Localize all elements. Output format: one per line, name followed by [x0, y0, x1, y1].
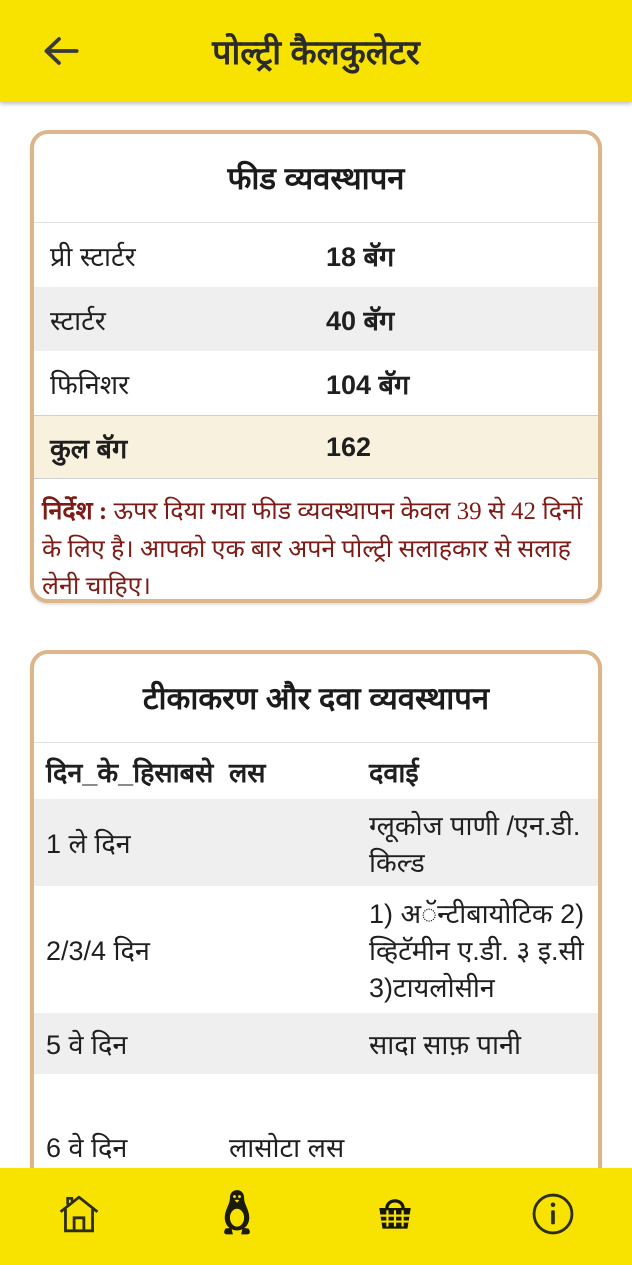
table-row: 6 वे दिन लासोटा लस — [34, 1074, 598, 1208]
penguin-icon — [212, 1187, 262, 1246]
feed-row-label: कुल बॅग — [50, 433, 128, 464]
instruction-note-label: निर्देश : — [42, 498, 108, 525]
instruction-note-text: ऊपर दिया गया फीड व्यवस्थापन केवल 39 से 4… — [42, 498, 583, 600]
vaccine-card-title: टीकाकरण और दवा व्यवस्थापन — [34, 654, 598, 743]
total-bags-row: कुल बॅग 162 — [34, 415, 598, 479]
day-cell: 2/3/4 दिन — [46, 936, 150, 966]
day-cell: 1 ले दिन — [46, 829, 131, 859]
feed-row-value: 18 बॅग — [326, 241, 395, 272]
feed-card-title: फीड व्यवस्थापन — [34, 134, 598, 223]
feed-row-label: फिनिशर — [50, 369, 130, 400]
back-arrow-icon — [35, 26, 85, 79]
page-title: पोल्ट्री कैलकुलेटर — [212, 34, 420, 72]
feed-row-value: 104 बॅग — [326, 369, 410, 400]
medicine-cell: 1) अॅन्टीबायोटिक 2) व्हिटॅमीन ए.डी. ३ इ.… — [369, 899, 585, 1003]
vaccine-cell: लासोटा लस — [229, 1132, 345, 1163]
basket-icon — [369, 1188, 421, 1245]
nav-item-info[interactable] — [474, 1168, 632, 1265]
column-header-vaccine: लस — [229, 757, 266, 788]
nav-item-basket[interactable] — [316, 1168, 474, 1265]
column-header-day: दिन_के_हिसाबसे — [46, 757, 214, 788]
instruction-note: निर्देश : ऊपर दिया गया फीड व्यवस्थापन के… — [34, 479, 598, 600]
info-icon — [527, 1188, 579, 1245]
feed-row-label: प्री स्टार्टर — [50, 241, 136, 272]
feed-management-card: फीड व्यवस्थापन प्री स्टार्टर 18 बॅग स्टा… — [30, 130, 602, 603]
column-header-medicine: दवाई — [369, 757, 419, 788]
table-row: स्टार्टर 40 बॅग — [34, 287, 598, 351]
bottom-nav-bar — [0, 1168, 632, 1265]
nav-item-home[interactable] — [0, 1168, 158, 1265]
vaccination-medicine-card: टीकाकरण और दवा व्यवस्थापन दिन_के_हिसाबसे… — [30, 650, 602, 1212]
feed-row-value: 40 बॅग — [326, 305, 395, 336]
back-button[interactable] — [32, 24, 88, 80]
feed-row-label: स्टार्टर — [50, 305, 106, 336]
table-row: 1 ले दिन ग्लूकोज पाणी /एन.डी. किल्ड — [34, 799, 598, 886]
table-row: फिनिशर 104 बॅग — [34, 351, 598, 415]
table-row: 2/3/4 दिन 1) अॅन्टीबायोटिक 2) व्हिटॅमीन … — [34, 886, 598, 1013]
medicine-cell: सादा साफ़ पानी — [369, 1030, 521, 1060]
feed-row-value: 162 — [326, 431, 372, 462]
nav-item-poultry[interactable] — [158, 1168, 316, 1265]
table-header-row: दिन_के_हिसाबसे लस दवाई — [34, 743, 598, 799]
day-cell: 5 वे दिन — [46, 1030, 128, 1060]
medicine-cell: ग्लूकोज पाणी /एन.डी. किल्ड — [369, 810, 581, 878]
day-cell: 6 वे दिन — [46, 1132, 128, 1163]
app-bar: पोल्ट्री कैलकुलेटर — [0, 0, 632, 102]
home-icon — [53, 1188, 105, 1245]
table-row: 5 वे दिन सादा साफ़ पानी — [34, 1013, 598, 1074]
table-row: प्री स्टार्टर 18 बॅग — [34, 223, 598, 287]
